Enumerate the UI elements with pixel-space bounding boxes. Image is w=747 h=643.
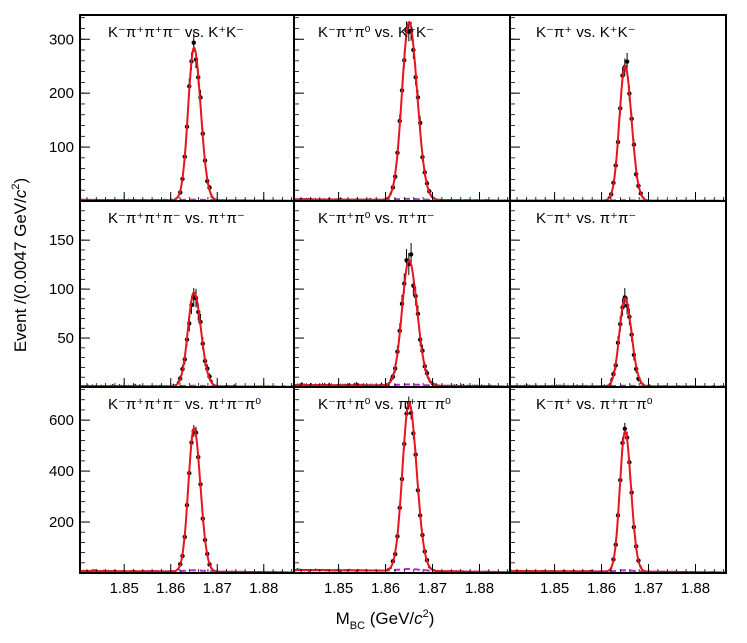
x-tick-label: 1.88 [249, 580, 278, 597]
data-point [622, 426, 628, 432]
panel-label: K⁻π⁺π⁺π⁻ vs. π⁺π⁻π⁰ [108, 396, 261, 413]
fit-curve [294, 401, 510, 573]
x-tick-label: 1.87 [203, 580, 232, 597]
fit-curve [80, 426, 294, 573]
panel-label: K⁻π⁺π⁺π⁻ vs. K⁺K⁻ [108, 24, 244, 41]
panel-7: K⁻π⁺π⁺π⁻ vs. π⁺π⁻π⁰ [79, 386, 295, 574]
y-tick-label: 200 [49, 85, 74, 102]
panel-label: K⁻π⁺ vs. π⁺π⁻ [536, 210, 636, 227]
data-points [294, 21, 510, 201]
x-tick-label: 1.85 [110, 580, 139, 597]
panel-5: K⁻π⁺π⁰ vs. π⁺π⁻ [293, 200, 511, 388]
x-tick-label: 1.86 [156, 580, 185, 597]
x-tick-label: 1.86 [587, 580, 616, 597]
y-tick-label: 50 [57, 330, 74, 347]
x-tick-label: 1.85 [324, 580, 353, 597]
fit-curve [510, 64, 726, 201]
panel-grid: K⁻π⁺π⁺π⁻ vs. K⁺K⁻ K⁻π⁺π⁰ vs. K⁺K⁻ K⁻π⁺ vs.… [79, 14, 727, 574]
panel-frame [79, 14, 295, 202]
y-tick-label: 100 [49, 139, 74, 156]
x-tick-label: 1.87 [634, 580, 663, 597]
fit-curve [510, 429, 726, 573]
x-tick-label: 1.86 [371, 580, 400, 597]
y-tick-label: 200 [49, 514, 74, 531]
data-point [191, 40, 196, 45]
data-points [510, 422, 726, 573]
fit-curve [294, 259, 510, 387]
data-point [624, 59, 630, 64]
y-tick-label: 300 [49, 31, 74, 48]
panel-6: K⁻π⁺ vs. π⁺π⁻ [509, 200, 727, 388]
panel-frame [293, 200, 511, 388]
panel-9: K⁻π⁺ vs. π⁺π⁻π⁰ [509, 386, 727, 574]
panel-frame [509, 14, 727, 202]
x-tick-label: 1.88 [465, 580, 494, 597]
panel-frame [509, 200, 727, 388]
panel-2: K⁻π⁺π⁰ vs. K⁺K⁻ [293, 14, 511, 202]
panel-label: K⁻π⁺ vs. K⁺K⁻ [536, 24, 636, 41]
panel-3: K⁻π⁺ vs. K⁺K⁻ [509, 14, 727, 202]
fit-curve [80, 291, 294, 387]
panel-label: K⁻π⁺π⁰ vs. π⁺π⁻ [318, 210, 435, 227]
x-tick-label: 1.85 [540, 580, 569, 597]
fit-curve [510, 296, 726, 387]
y-tick-label: 100 [49, 281, 74, 298]
panel-frame [79, 200, 295, 388]
panel-1: K⁻π⁺π⁺π⁻ vs. K⁺K⁻ [79, 14, 295, 202]
x-tick-label: 1.88 [681, 580, 710, 597]
y-tick-label: 150 [49, 232, 74, 249]
panel-label: K⁻π⁺π⁰ vs. K⁺K⁻ [318, 24, 434, 41]
panel-frame [79, 386, 295, 574]
panel-frame [293, 14, 511, 202]
y-tick-label: 600 [49, 412, 74, 429]
fit-curve [80, 46, 294, 201]
data-point [408, 252, 414, 257]
x-tick-labels: 1.85 1.86 1.87 1.88 1.85 1.86 1.87 1.88 1.85 1.86… [110, 580, 710, 597]
y-tick-label: 400 [49, 463, 74, 480]
y-tick-labels: 100 200 300 50 100 150 200 400 600 [49, 31, 74, 531]
fit-curve [294, 20, 510, 201]
panel-label: K⁻π⁺ vs. π⁺π⁻π⁰ [536, 396, 653, 413]
y-axis-label: Event /(0.0047 GeV/c2) [10, 178, 30, 352]
panel-frame [509, 386, 727, 574]
panel-8: K⁻π⁺π⁰ vs. π⁺π⁻π⁰ [293, 386, 511, 574]
panel-4: K⁻π⁺π⁺π⁻ vs. π⁺π⁻ [79, 200, 295, 388]
panel-label: K⁻π⁺π⁺π⁻ vs. π⁺π⁻ [108, 210, 245, 227]
x-axis-label: MBC (GeV/c2) [336, 608, 435, 632]
x-tick-label: 1.87 [418, 580, 447, 597]
panel-label: K⁻π⁺π⁰ vs. π⁺π⁻π⁰ [318, 396, 451, 413]
